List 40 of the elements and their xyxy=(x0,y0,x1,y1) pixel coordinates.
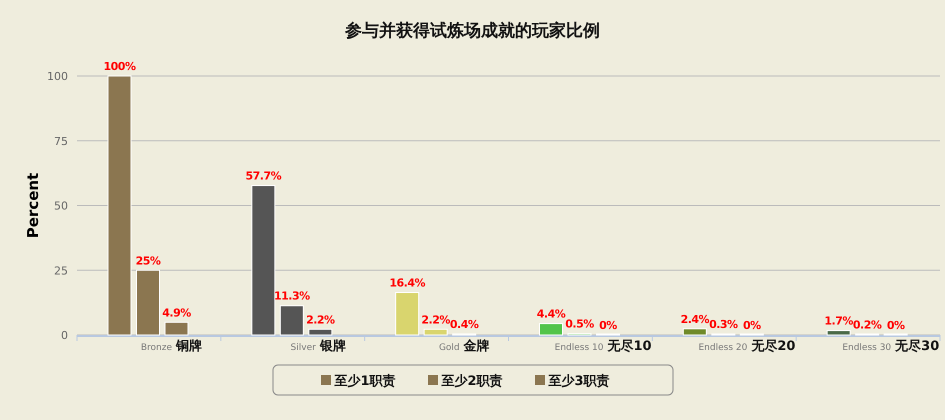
data-label: 4.9% xyxy=(162,306,192,320)
y-tick-label: 0 xyxy=(61,329,68,342)
y-tick-label: 100 xyxy=(47,70,68,83)
data-label: 0.4% xyxy=(450,318,479,331)
text: 金牌 xyxy=(462,338,490,354)
legend-label: 至少1职责 xyxy=(333,373,396,389)
y-axis-title: Percent xyxy=(24,172,42,238)
text: 无尽30 xyxy=(894,339,940,354)
x-tick-label: Silver xyxy=(290,343,316,353)
text: 铜牌 xyxy=(175,338,202,354)
data-label: 0% xyxy=(599,319,618,332)
x-tick-label: Gold xyxy=(438,343,460,353)
text: 无尽10 xyxy=(606,339,652,354)
data-label: 57.7% xyxy=(245,170,282,183)
y-tick-label: 50 xyxy=(54,200,68,212)
text: 银牌 xyxy=(318,338,346,354)
x-tick-label: Endless 20 xyxy=(698,343,748,353)
data-label: 0.3% xyxy=(709,318,738,332)
data-label: 0% xyxy=(742,319,762,332)
data-label: 1.7% xyxy=(824,314,854,328)
data-label: 25% xyxy=(136,254,161,268)
legend-label: 至少3职责 xyxy=(547,373,610,389)
legend-label: 至少2职责 xyxy=(440,373,503,389)
y-tick-label: 25 xyxy=(54,264,68,278)
x-tick-label: Endless 30 xyxy=(842,343,892,353)
data-label: 2.4% xyxy=(680,312,710,326)
x-tick-label: Endless 10 xyxy=(554,343,604,353)
data-label: 16.4% xyxy=(389,276,426,290)
x-tick-label: Bronze xyxy=(140,343,172,353)
data-label: 11.3% xyxy=(274,290,310,303)
chart-title: 参与并获得试炼场成就的玩家比例 xyxy=(344,21,600,41)
data-label: 4.4% xyxy=(536,308,566,321)
data-label: 2.2% xyxy=(306,313,336,326)
text: 无尽20 xyxy=(750,339,796,354)
data-label: 0% xyxy=(886,319,905,332)
data-label: 100% xyxy=(104,60,136,73)
data-label: 2.2% xyxy=(421,313,450,326)
y-tick-label: 75 xyxy=(54,134,68,148)
data-label: 0.2% xyxy=(852,318,882,332)
data-label: 0.5% xyxy=(565,318,594,331)
